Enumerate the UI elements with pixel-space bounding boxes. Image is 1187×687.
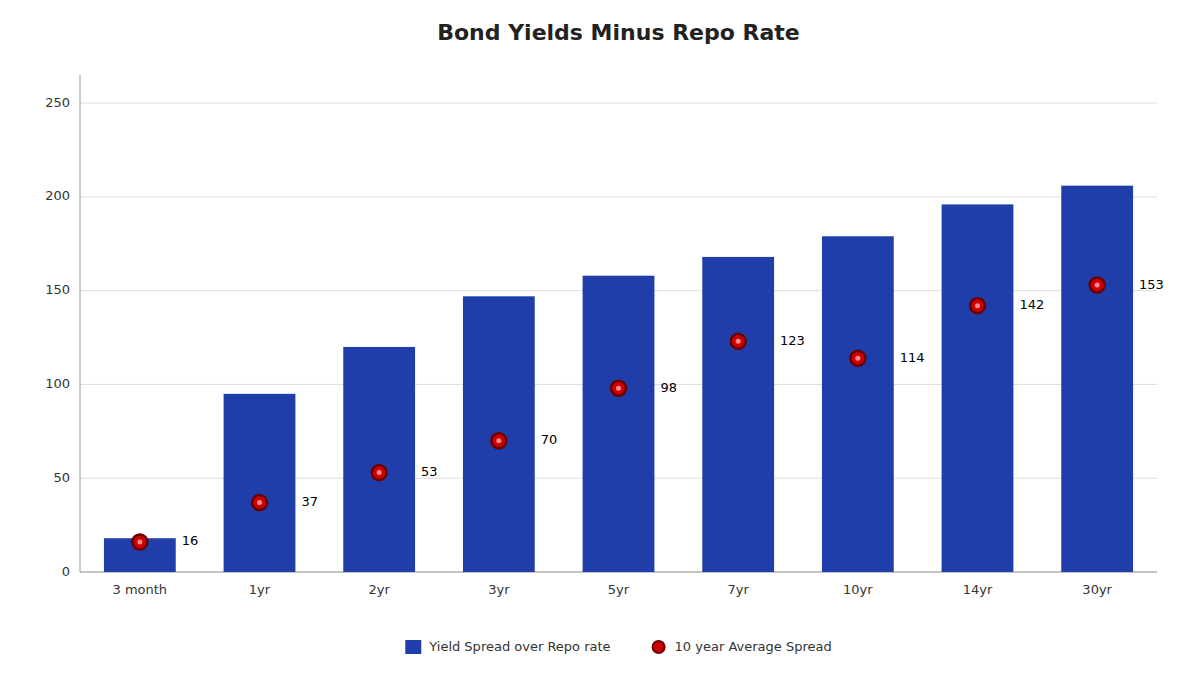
bar xyxy=(343,347,415,572)
x-tick-label: 1yr xyxy=(249,582,271,597)
bar xyxy=(702,257,774,572)
y-tick-label: 250 xyxy=(45,95,70,110)
data-labels: 16 37 53 70 98 123 114 142 153 xyxy=(182,277,1164,549)
x-tick-label: 14yr xyxy=(963,582,993,597)
legend-item: Yield Spread over Repo rate xyxy=(405,639,610,655)
title: Bond Yields Minus Repo Rate xyxy=(437,20,800,45)
data-label: 114 xyxy=(900,350,925,365)
x-tick-label: 2yr xyxy=(369,582,391,597)
data-label: 153 xyxy=(1139,277,1164,292)
chart-container: Bond Yields Minus Repo Rate 0 50 100 150 200 2… xyxy=(0,0,1187,687)
average-marker-center xyxy=(496,438,501,443)
x-tick-label: 3 month xyxy=(113,582,168,597)
average-marker-center xyxy=(137,539,142,544)
legend: Yield Spread over Repo rate 10 year Avera… xyxy=(405,639,831,655)
data-label: 123 xyxy=(780,333,805,348)
y-tick-label: 0 xyxy=(62,564,70,579)
bar xyxy=(583,276,655,572)
x-tick-label: 10yr xyxy=(843,582,873,597)
average-marker xyxy=(970,298,985,313)
bar xyxy=(822,236,894,572)
x-tick-label: 7yr xyxy=(728,582,750,597)
average-marker xyxy=(491,433,506,448)
grid-line xyxy=(80,103,1157,104)
data-label: 37 xyxy=(301,494,318,509)
average-marker xyxy=(252,495,267,510)
bar xyxy=(224,394,296,572)
bar xyxy=(463,296,535,572)
data-label: 70 xyxy=(541,432,558,447)
data-label: 16 xyxy=(182,533,199,548)
data-label: 53 xyxy=(421,464,438,479)
y-tick-label: 50 xyxy=(53,470,70,485)
y-tick-label: 200 xyxy=(45,188,70,203)
average-marker xyxy=(1090,278,1105,293)
x-tick-label: 5yr xyxy=(608,582,630,597)
average-marker-center xyxy=(1095,283,1100,288)
legend-item: 10 year Average Spread xyxy=(653,639,832,654)
average-marker-center xyxy=(257,500,262,505)
bar xyxy=(1061,186,1133,572)
x-tick-label: 30yr xyxy=(1082,582,1112,597)
grid-line xyxy=(80,196,1157,197)
x-tick-label: 3yr xyxy=(488,582,510,597)
average-marker xyxy=(372,465,387,480)
marks xyxy=(104,186,1133,572)
average-marker-center xyxy=(975,303,980,308)
legend-swatch xyxy=(405,640,421,654)
y-tick-label: 150 xyxy=(45,282,70,297)
average-marker xyxy=(132,534,147,549)
bar xyxy=(104,538,176,572)
bar xyxy=(942,204,1014,572)
average-marker xyxy=(611,381,626,396)
average-marker-center xyxy=(736,339,741,344)
average-marker-center xyxy=(855,356,860,361)
data-label: 98 xyxy=(660,380,677,395)
legend-label: Yield Spread over Repo rate xyxy=(428,639,610,654)
average-marker xyxy=(850,351,865,366)
data-label: 142 xyxy=(1019,297,1044,312)
grid xyxy=(80,103,1157,572)
average-marker-center xyxy=(616,386,621,391)
chart: Bond Yields Minus Repo Rate 0 50 100 150 200 2… xyxy=(0,0,1187,687)
y-tick-label: 100 xyxy=(45,376,70,391)
legend-label: 10 year Average Spread xyxy=(675,639,832,654)
y-axis-line xyxy=(80,75,81,572)
legend-swatch xyxy=(653,641,665,653)
average-marker-center xyxy=(377,470,382,475)
average-marker xyxy=(731,334,746,349)
